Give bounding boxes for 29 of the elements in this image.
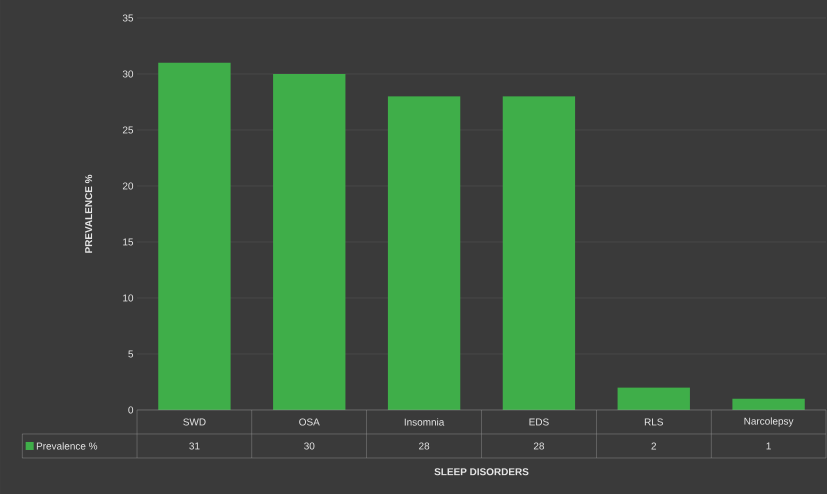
data-label: 2: [651, 442, 656, 450]
data-label: 28: [419, 442, 430, 450]
bar: [273, 74, 346, 410]
x-tick-label: OSA: [299, 418, 320, 426]
bar: [732, 398, 805, 410]
x-tick-label: Insomnia: [404, 418, 444, 426]
y-tick-label: 5: [128, 350, 134, 358]
bar: [618, 388, 690, 410]
bar: [502, 96, 576, 410]
data-label: 28: [534, 442, 544, 450]
y-tick-label: 35: [122, 14, 134, 22]
data-label: 31: [189, 442, 200, 450]
bar: [388, 96, 460, 410]
x-tick-label: SWD: [183, 418, 206, 426]
data-label: 1: [766, 442, 771, 450]
y-tick-label: 20: [122, 182, 134, 190]
data-label: 30: [304, 442, 314, 450]
x-tick-label: EDS: [529, 418, 549, 426]
legend-label: Prevalence %: [36, 442, 98, 450]
y-tick-label: 30: [122, 70, 134, 78]
y-tick-label: 10: [123, 294, 134, 302]
x-tick-label: Narcolepsy: [744, 417, 794, 427]
x-tick-label: RLS: [644, 418, 663, 426]
x-axis-title: SLEEP DISORDERS: [434, 468, 528, 476]
y-tick-label: 15: [123, 238, 134, 246]
y-axis-title: PREVALENCE %: [85, 174, 92, 253]
y-tick-label: 0: [128, 406, 134, 414]
bar: [158, 62, 231, 410]
y-tick-label: 25: [122, 126, 134, 134]
